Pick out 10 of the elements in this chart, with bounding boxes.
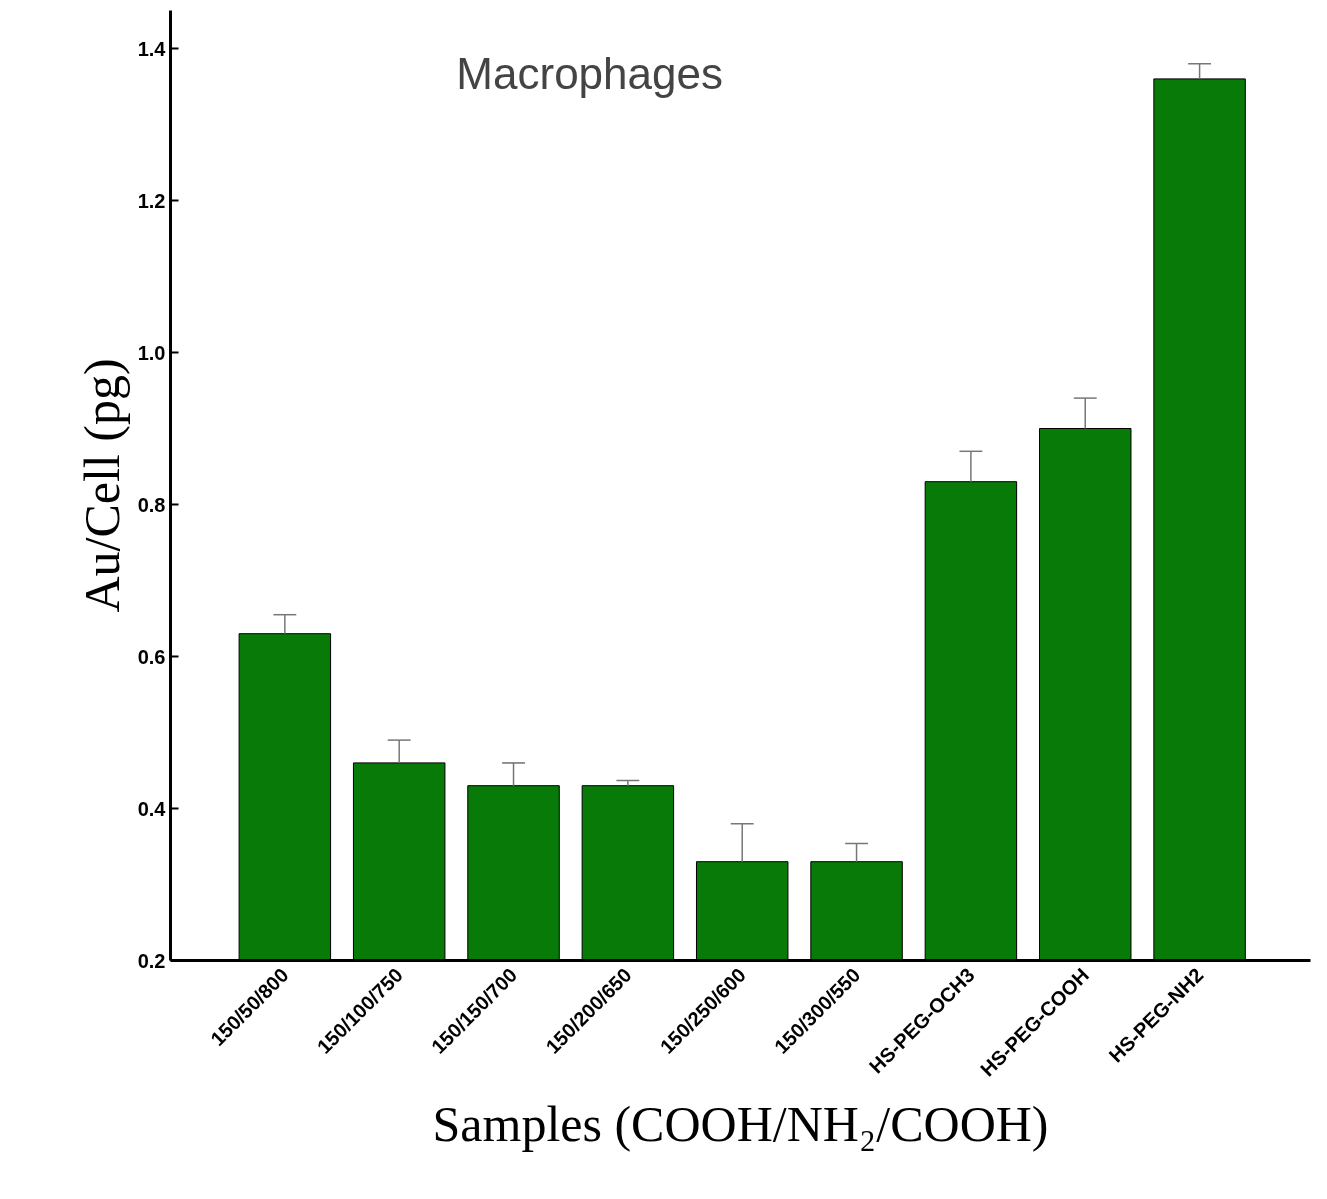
text: Macrophages: [456, 48, 723, 98]
y-axis-title: Au/Cell (pg): [73, 358, 130, 613]
y-tick-label: 0.8: [137, 493, 166, 516]
y-tick-label: 0.2: [137, 949, 166, 972]
y-tick-label: 0.6: [137, 645, 166, 668]
x-axis-title: Samples (COOH/NH₂/COOH): [432, 1096, 1049, 1153]
y-tick-label: 1.4: [137, 37, 167, 60]
y-tick-label: 0.4: [137, 797, 167, 820]
y-tick-label: 1.0: [137, 341, 166, 364]
y-tick-label: 1.2: [137, 189, 166, 212]
